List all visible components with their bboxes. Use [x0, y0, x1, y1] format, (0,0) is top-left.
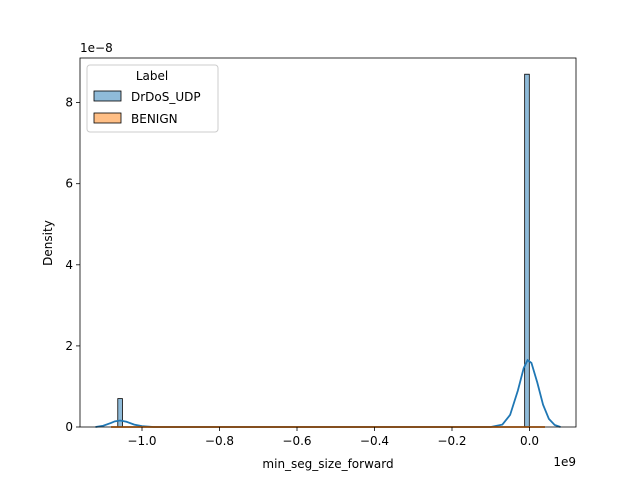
x-tick-label-2: −0.6: [282, 434, 311, 448]
x-axis-scale-label: 1e9: [553, 455, 576, 469]
y-axis-scale-label: 1e−8: [80, 41, 113, 55]
legend-label-benign: BENIGN: [131, 112, 178, 126]
histogram-bar-0-0: [117, 398, 123, 428]
y-tick-label-3: 6: [65, 177, 73, 191]
legend-swatch-drdos-udp: [93, 90, 122, 102]
y-axis-ticks: 0 2 4 6 8: [65, 96, 80, 434]
x-tick-label-4: −0.2: [437, 434, 466, 448]
x-tick-label-0: −1.0: [127, 434, 156, 448]
y-tick-label-4: 8: [65, 96, 73, 110]
axes-frame: [79, 57, 577, 428]
x-tick-label-5: 0.0: [520, 434, 539, 448]
x-axis-label: min_seg_size_forward: [262, 457, 393, 471]
legend-swatch-benign: [93, 112, 122, 124]
y-tick-label-1: 2: [65, 339, 73, 353]
x-tick-label-1: −0.8: [205, 434, 234, 448]
x-tick-label-3: −0.4: [360, 434, 389, 448]
y-tick-label-2: 4: [65, 258, 73, 272]
y-axis-label: Density: [41, 220, 55, 266]
histogram-bar-0-1: [524, 73, 530, 428]
y-tick-label-0: 0: [65, 420, 73, 434]
x-axis-ticks: −1.0 −0.8 −0.6 −0.4 −0.2 0.0: [127, 427, 539, 448]
legend-title: Label: [136, 69, 168, 83]
kde-line-0: [95, 358, 561, 428]
legend: Label DrDoS_UDP BENIGN: [86, 64, 219, 133]
legend-label-drdos-udp: DrDoS_UDP: [131, 90, 201, 104]
